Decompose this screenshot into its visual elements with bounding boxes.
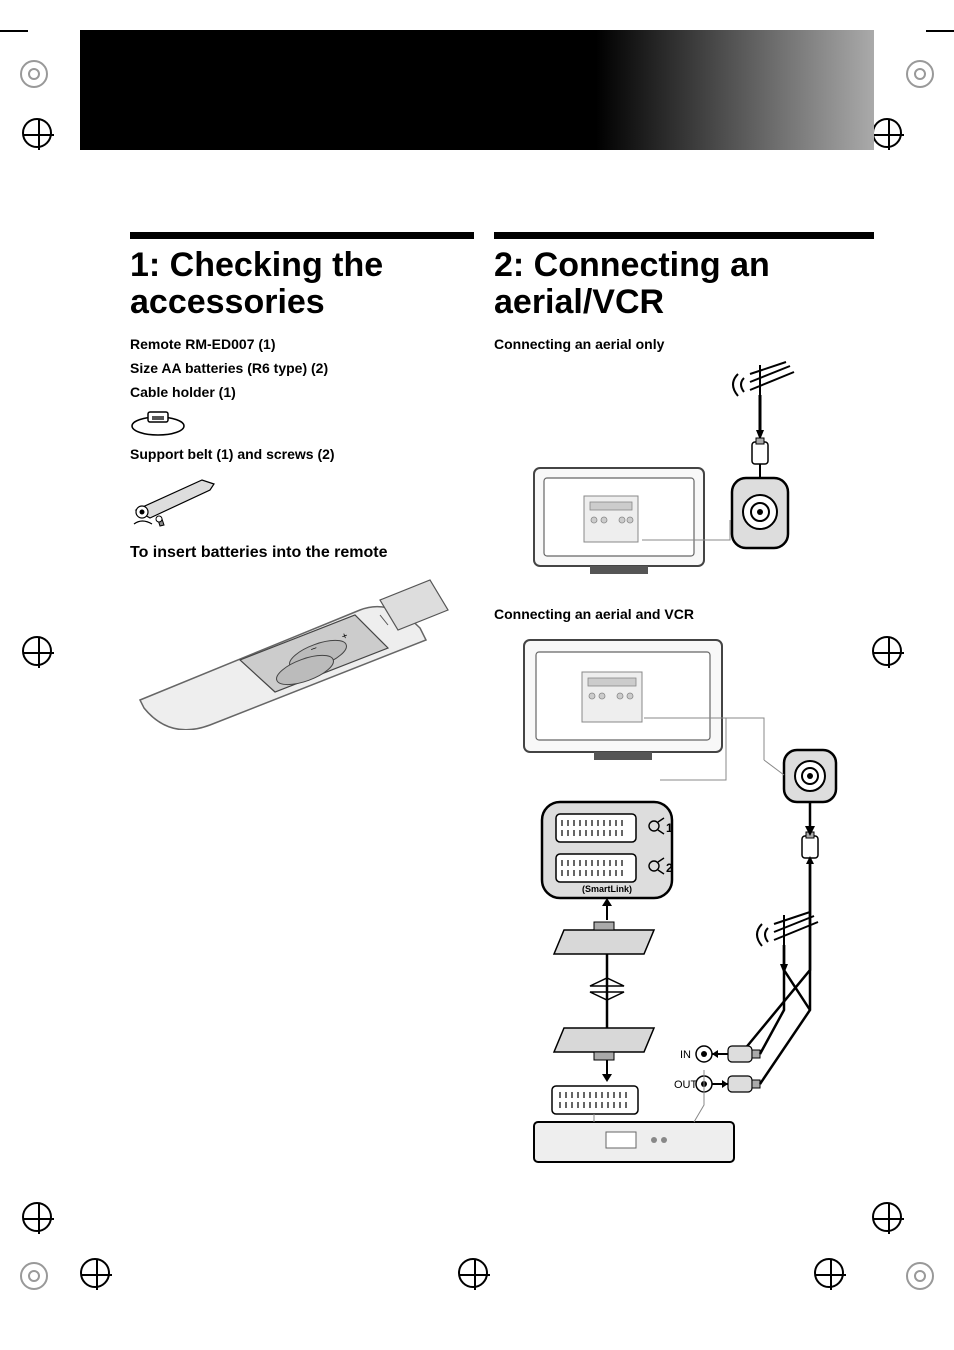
columns: 1: Checking the accessories Remote RM-ED… (130, 232, 874, 1170)
reg-cross-bl (80, 1258, 110, 1288)
heading-accessories: 1: Checking the accessories (130, 247, 474, 322)
reg-cross-ml (22, 118, 52, 148)
col-right: 2: Connecting an aerial/VCR Connecting a… (494, 232, 874, 1170)
rule-left (130, 232, 474, 239)
scart-2-label: 2 (666, 861, 673, 875)
reg-cross-mr (872, 118, 902, 148)
trim-top-r (926, 30, 954, 32)
vcr-out-label: OUT (674, 1079, 698, 1091)
diagram-aerial-vcr: 1 2 (SmartLink) (494, 630, 874, 1170)
acc-line-remote: Remote RM-ED007 (1) (130, 336, 474, 352)
scart-1-label: 1 (666, 821, 673, 835)
reg-cross-mr2 (872, 636, 902, 666)
reg-bullseye-tr (906, 60, 934, 88)
page-title: Start-up Guide (135, 158, 427, 206)
reg-cross-ml2 (22, 636, 52, 666)
cable-holder-icon (130, 408, 186, 436)
page: Start-up Guide 1: Checking the accessori… (0, 0, 954, 1350)
subhead-insert-batteries: To insert batteries into the remote (130, 544, 474, 562)
reg-cross-br (814, 1258, 844, 1288)
rule-right (494, 232, 874, 239)
reg-bullseye-tl (20, 60, 48, 88)
reg-cross-bl2 (22, 1202, 52, 1232)
heading-aerial-vcr: 2: Connecting an aerial/VCR (494, 247, 874, 322)
reg-cross-bc (458, 1258, 488, 1288)
label-aerial-and-vcr: Connecting an aerial and VCR (494, 606, 874, 622)
reg-bullseye-bl (20, 1262, 48, 1290)
acc-line-cable-holder: Cable holder (1) (130, 384, 474, 400)
smartlink-label: (SmartLink) (582, 884, 632, 894)
support-belt-icon (130, 470, 220, 530)
vcr-in-label: IN (680, 1049, 691, 1061)
trim-top (0, 30, 28, 32)
reg-bullseye-br (906, 1262, 934, 1290)
acc-line-batteries: Size AA batteries (R6 type) (2) (130, 360, 474, 376)
acc-line-support-belt: Support belt (1) and screws (2) (130, 446, 474, 462)
diagram-aerial-only (494, 360, 834, 580)
reg-cross-br2 (872, 1202, 902, 1232)
label-aerial-only: Connecting an aerial only (494, 336, 874, 352)
remote-illustration: – + (130, 570, 450, 730)
col-left: 1: Checking the accessories Remote RM-ED… (130, 232, 474, 1170)
